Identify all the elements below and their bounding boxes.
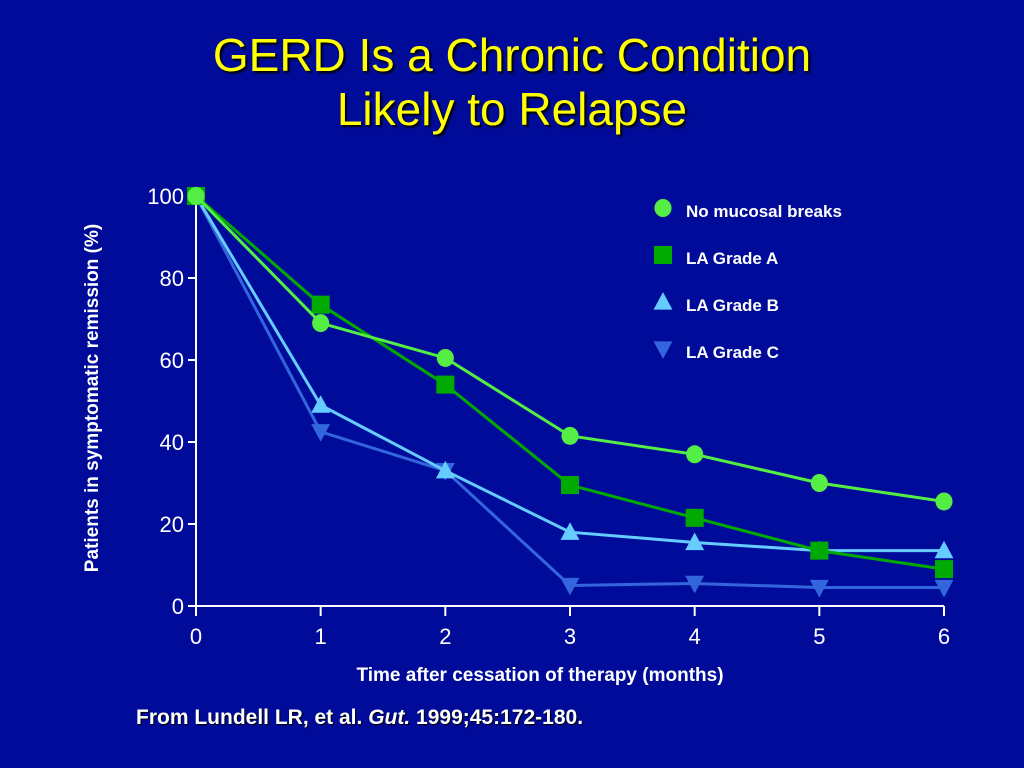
data-point [436,348,454,367]
chart-legend: No mucosal breaks LA Grade A LA Grade B LA … [653,199,842,362]
y-tick-label: 20 [160,512,184,537]
data-point [560,577,580,596]
legend-marker [653,292,673,310]
data-point [561,476,579,495]
y-tick-label: 80 [160,266,184,291]
data-point [810,474,828,492]
chart-series [186,186,954,598]
series-line [194,194,945,503]
data-point [435,460,455,479]
y-tick-label: 100 [147,184,184,209]
legend-marker [654,199,672,217]
data-point [934,540,954,559]
slide-title: GERD Is a Chronic Condition Likely to Re… [0,28,1024,136]
series-square [187,187,953,579]
data-point [560,522,580,540]
data-point [311,424,331,442]
legend-label: LA Grade B [686,296,779,315]
citation-journal: Gut. [368,706,411,729]
x-tick-label: 6 [938,624,950,649]
series-triangle-up [186,186,954,559]
chart-axes: 0 20 40 60 80 100 0 1 2 3 4 5 6 [147,184,950,649]
legend-label: LA Grade C [686,343,779,362]
x-tick-label: 3 [564,624,576,649]
data-point [311,395,331,413]
y-tick-label: 0 [172,594,184,619]
x-tick-label: 2 [439,624,451,649]
legend-label: LA Grade A [686,249,778,268]
series-circle [187,187,953,511]
title-line-1: GERD Is a Chronic Condition [212,29,812,81]
data-point [436,375,455,394]
x-tick-label: 4 [689,624,701,649]
data-point [809,579,829,598]
x-tick-label: 0 [190,624,202,649]
data-point [312,314,330,333]
y-tick-label: 40 [160,430,184,455]
data-point [810,541,829,560]
data-point [561,426,579,445]
x-axis-label: Time after cessation of therapy (months) [356,665,723,686]
x-tick-label: 1 [315,624,327,649]
legend-label: No mucosal breaks [686,202,842,221]
y-axis-label: Patients in symptomatic remission (%) [82,224,103,572]
data-point [685,575,705,594]
legend-marker [654,246,672,264]
y-tick-label: 60 [160,348,184,373]
data-point [311,295,330,314]
data-point [934,579,954,598]
title-line-2: Likely to Relapse [336,83,688,135]
citation-end: . [577,706,584,729]
data-point [935,560,953,579]
legend-marker [653,341,673,359]
citation-prefix: From Lundell LR, et al. [136,706,363,729]
data-point [686,445,704,464]
x-tick-label: 5 [813,624,825,649]
data-point [187,187,205,205]
data-point [935,492,953,511]
data-point [685,532,705,551]
data-point [685,508,704,527]
series-line [194,195,944,553]
citation-details: 1999;45:172-180 [416,706,578,729]
citation: From Lundell LR, et al. Gut. 1999;45:172… [136,706,583,730]
